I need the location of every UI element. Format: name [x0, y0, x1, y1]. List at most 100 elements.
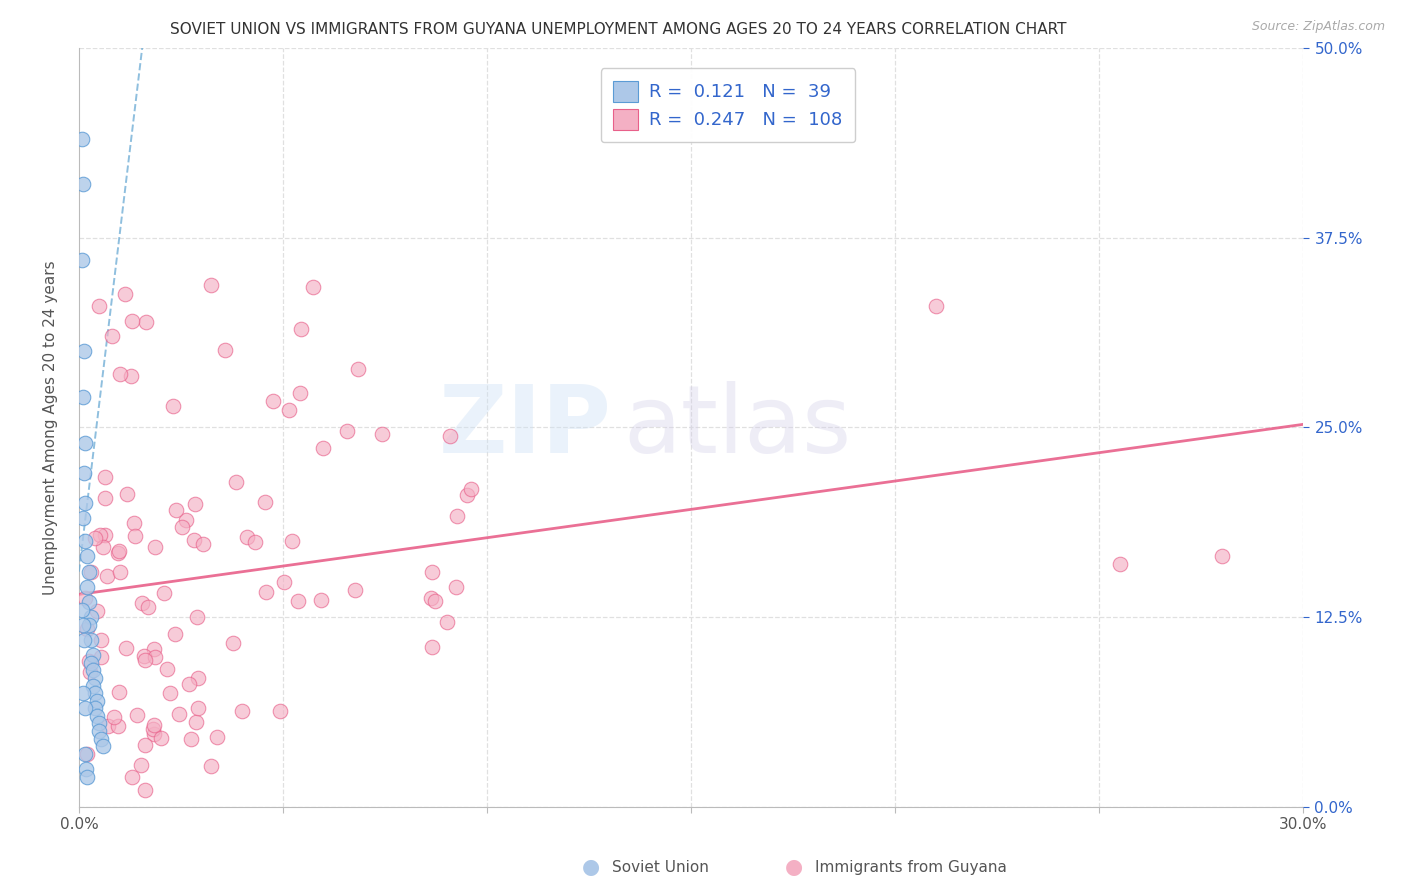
Point	[121, 770, 143, 784]
Point	[187, 671, 209, 685]
Point	[72, 511, 94, 525]
Point	[420, 591, 443, 605]
Point	[256, 584, 278, 599]
Point	[76, 580, 98, 594]
Point	[89, 716, 111, 731]
Point	[93, 469, 115, 483]
Point	[124, 528, 146, 542]
Point	[90, 633, 112, 648]
Point	[90, 731, 112, 746]
Legend: R =  0.121   N =  39, R =  0.247   N =  108: R = 0.121 N = 39, R = 0.247 N = 108	[600, 68, 855, 143]
Point	[108, 544, 131, 558]
Point	[75, 534, 97, 549]
Point	[186, 610, 208, 624]
Point	[277, 403, 299, 417]
Point	[143, 650, 166, 665]
Point	[125, 707, 148, 722]
Point	[142, 718, 165, 732]
Point	[262, 393, 284, 408]
Point	[93, 739, 115, 754]
Point	[162, 400, 184, 414]
Point	[75, 591, 97, 605]
Point	[72, 390, 94, 404]
Point	[76, 549, 98, 564]
Point	[153, 586, 176, 600]
Y-axis label: Unemployment Among Ages 20 to 24 years: Unemployment Among Ages 20 to 24 years	[44, 260, 58, 595]
Point	[75, 762, 97, 776]
Point	[142, 727, 165, 741]
Point	[76, 770, 98, 784]
Point	[456, 488, 478, 502]
Point	[167, 706, 190, 721]
Point	[136, 600, 159, 615]
Point	[80, 610, 103, 624]
Point	[90, 650, 112, 665]
Point	[117, 487, 139, 501]
Point	[174, 513, 197, 527]
Point	[89, 299, 111, 313]
Point	[347, 361, 370, 376]
Point	[77, 565, 100, 579]
Point	[183, 533, 205, 547]
Point	[1211, 549, 1233, 564]
Point	[200, 759, 222, 773]
Point	[82, 663, 104, 677]
Point	[287, 594, 309, 608]
Point	[91, 540, 114, 554]
Point	[100, 329, 122, 343]
Point	[312, 442, 335, 456]
Point	[1108, 557, 1130, 571]
Point	[108, 368, 131, 382]
Point	[84, 671, 107, 685]
Point	[145, 540, 167, 554]
Point	[73, 632, 96, 647]
Point	[86, 604, 108, 618]
Point	[84, 686, 107, 700]
Point	[222, 636, 245, 650]
Point	[281, 533, 304, 548]
Point	[70, 132, 93, 146]
Point	[76, 623, 98, 637]
Point	[72, 686, 94, 700]
Text: atlas: atlas	[624, 382, 852, 474]
Point	[75, 701, 97, 715]
Point	[134, 783, 156, 797]
Point	[82, 679, 104, 693]
Point	[132, 648, 155, 663]
Point	[79, 665, 101, 679]
Point	[336, 424, 359, 438]
Point	[77, 654, 100, 668]
Point	[134, 653, 156, 667]
Point	[420, 640, 443, 654]
Point	[80, 656, 103, 670]
Point	[76, 747, 98, 761]
Point	[72, 617, 94, 632]
Point	[184, 497, 207, 511]
Point	[371, 426, 394, 441]
Point	[420, 566, 443, 580]
Point	[72, 178, 94, 192]
Point	[96, 569, 118, 583]
Point	[225, 475, 247, 489]
Point	[446, 509, 468, 524]
Point	[80, 632, 103, 647]
Point	[93, 528, 115, 542]
Point	[231, 704, 253, 718]
Point	[214, 343, 236, 357]
Point	[107, 546, 129, 560]
Point	[135, 315, 157, 329]
Text: Immigrants from Guyana: Immigrants from Guyana	[815, 860, 1007, 874]
Point	[273, 574, 295, 589]
Point	[925, 299, 948, 313]
Point	[177, 676, 200, 690]
Point	[423, 593, 446, 607]
Point	[460, 483, 482, 497]
Point	[180, 732, 202, 747]
Point	[114, 287, 136, 301]
Point	[184, 714, 207, 729]
Point	[134, 738, 156, 752]
Point	[107, 719, 129, 733]
Point	[243, 534, 266, 549]
Point	[84, 701, 107, 715]
Point	[108, 566, 131, 580]
